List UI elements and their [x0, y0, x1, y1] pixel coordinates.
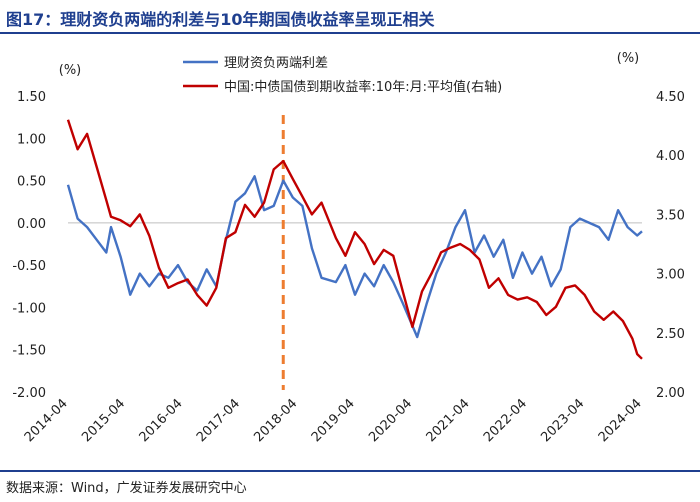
- left-tick-label: -1.00: [12, 301, 46, 316]
- right-tick-label: 3.00: [656, 268, 685, 283]
- left-tick-label: -1.50: [12, 344, 46, 359]
- x-tick-label: 2020-04: [366, 396, 415, 445]
- left-tick-label: 1.50: [17, 90, 46, 105]
- right-tick-label: 2.00: [656, 386, 685, 401]
- line-chart: 1.50 1.00 0.50 0.00 -0.50 -1.00 -1.50 -2.00 4.5…: [12, 51, 685, 445]
- left-tick-label: -2.00: [12, 386, 46, 401]
- x-tick-label: 2021-04: [424, 396, 473, 445]
- left-tick-label: 1.00: [17, 132, 46, 147]
- x-axis: 2014-04 2015-04 2016-04 2017-04 2018-04 2019-…: [22, 396, 645, 445]
- right-tick-label: 4.50: [656, 90, 685, 105]
- x-tick-label: 2016-04: [137, 396, 186, 445]
- left-axis-unit: (%): [59, 63, 82, 78]
- x-tick-label: 2018-04: [251, 396, 300, 445]
- source-note: 数据来源：Wind，广发证券发展研究中心: [6, 481, 247, 496]
- title-bar: 图17：理财资负两端的利差与10年期国债收益率呈现正相关: [0, 0, 700, 34]
- legend-label: 中国:中债国债到期收益率:10年:月:平均值(右轴): [224, 79, 502, 95]
- x-tick-label: 2015-04: [79, 396, 128, 445]
- right-axis: 4.50 4.00 3.50 3.00 2.50 2.00: [656, 90, 685, 401]
- series-line-2: [66, 119, 643, 360]
- left-tick-label: 0.00: [17, 217, 46, 232]
- left-tick-label: 0.50: [17, 175, 46, 190]
- series-lines: [66, 119, 643, 360]
- left-tick-label: -0.50: [12, 259, 46, 274]
- x-tick-label: 2024-04: [596, 396, 645, 445]
- x-tick-label: 2022-04: [481, 396, 530, 445]
- right-tick-label: 2.50: [656, 327, 685, 342]
- right-axis-unit: (%): [617, 51, 640, 66]
- x-tick-label: 2017-04: [194, 396, 243, 445]
- x-tick-label: 2023-04: [538, 396, 587, 445]
- footer-divider: [0, 470, 700, 472]
- x-tick-label: 2014-04: [22, 396, 71, 445]
- left-axis: 1.50 1.00 0.50 0.00 -0.50 -1.00 -1.50 -2.00: [12, 90, 46, 401]
- right-tick-label: 4.00: [656, 149, 685, 164]
- chart-title: 图17：理财资负两端的利差与10年期国债收益率呈现正相关: [6, 10, 435, 29]
- legend-label: 理财资负两端利差: [224, 56, 328, 71]
- right-tick-label: 3.50: [656, 208, 685, 223]
- x-tick-label: 2019-04: [309, 396, 358, 445]
- series-line-1: [66, 175, 643, 339]
